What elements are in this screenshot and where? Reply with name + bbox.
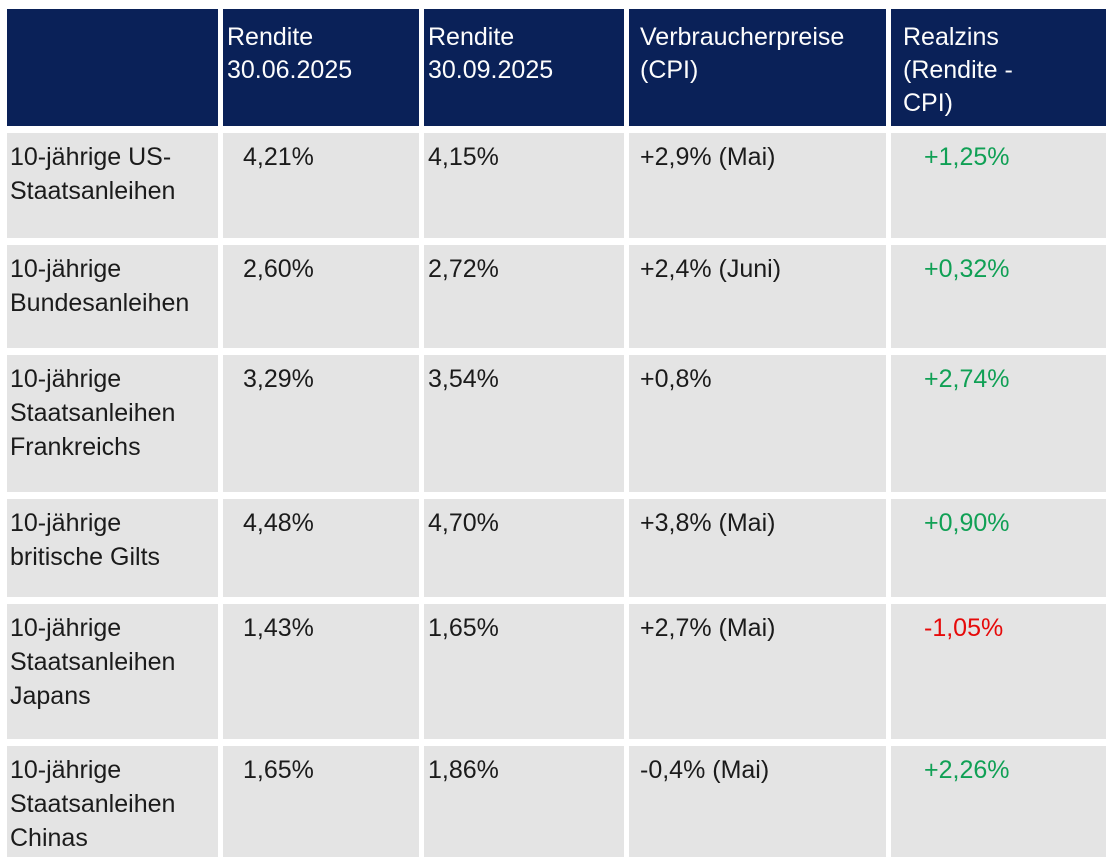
cell-rendite-30-06: 4,48% [223,499,419,597]
header-row: Rendite 30.06.2025 Rendite 30.09.2025 Ve… [7,9,1106,126]
cell-cpi: +0,8% [629,355,886,492]
cell-rendite-30-09: 2,72% [424,245,624,348]
cell-cpi: +2,7% (Mai) [629,604,886,739]
cell-rendite-30-09: 4,15% [424,133,624,238]
column-header-rendite-30-06-2025: Rendite 30.06.2025 [223,9,419,126]
cell-cpi: +2,9% (Mai) [629,133,886,238]
cell-realzins: +0,90% [891,499,1106,597]
table-row-bundesanleihen: 10-jährige Bundesanleihen 2,60% 2,72% +2… [7,245,1106,348]
row-label: 10-jährige Bundesanleihen [7,245,218,348]
cell-realzins: +2,26% [891,746,1106,857]
cell-realzins: -1,05% [891,604,1106,739]
cell-rendite-30-06: 1,65% [223,746,419,857]
cell-rendite-30-06: 3,29% [223,355,419,492]
column-header-rendite-30-09-2025: Rendite 30.09.2025 [424,9,624,126]
column-header-empty [7,9,218,126]
table-row-japan: 10-jährige Staatsanleihen Japans 1,43% 1… [7,604,1106,739]
cell-cpi: +3,8% (Mai) [629,499,886,597]
row-label: 10-jährige Staatsanleihen Japans [7,604,218,739]
row-label: 10-jährige Staatsanleihen Chinas [7,746,218,857]
row-label: 10-jährige britische Gilts [7,499,218,597]
column-header-realzins: Realzins (Rendite - CPI) [891,9,1106,126]
cell-rendite-30-09: 1,86% [424,746,624,857]
column-header-verbraucherpreise-cpi: Verbraucherpreise (CPI) [629,9,886,126]
cell-rendite-30-09: 3,54% [424,355,624,492]
table-row-britische-gilts: 10-jährige britische Gilts 4,48% 4,70% +… [7,499,1106,597]
row-label: 10-jährige Staatsanleihen Frankreichs [7,355,218,492]
cell-rendite-30-06: 1,43% [223,604,419,739]
table-row-frankreich: 10-jährige Staatsanleihen Frankreichs 3,… [7,355,1106,492]
cell-rendite-30-06: 2,60% [223,245,419,348]
table-row-china: 10-jährige Staatsanleihen Chinas 1,65% 1… [7,746,1106,857]
row-label: 10-jährige US- Staatsanleihen [7,133,218,238]
cell-realzins: +2,74% [891,355,1106,492]
cell-rendite-30-09: 1,65% [424,604,624,739]
cell-realzins: +0,32% [891,245,1106,348]
cell-rendite-30-06: 4,21% [223,133,419,238]
cell-realzins: +1,25% [891,133,1106,238]
cell-rendite-30-09: 4,70% [424,499,624,597]
cell-cpi: +2,4% (Juni) [629,245,886,348]
cell-cpi: -0,4% (Mai) [629,746,886,857]
table-row-us-staatsanleihen: 10-jährige US- Staatsanleihen 4,21% 4,15… [7,133,1106,238]
